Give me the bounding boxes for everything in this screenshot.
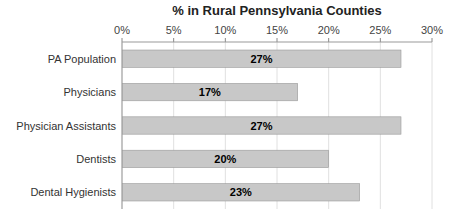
category-label: Physician Assistants <box>16 120 116 132</box>
data-label: 17% <box>199 86 221 98</box>
chart-svg: % in Rural Pennsylvania Counties 0% 5% 10% 1… <box>0 0 450 217</box>
category-label: Dentists <box>76 153 116 165</box>
tick-label: 5% <box>166 24 182 36</box>
x-grid <box>122 42 432 209</box>
chart-container: % in Rural Pennsylvania Counties 0% 5% 10% 1… <box>0 0 450 217</box>
tick-label: 25% <box>369 24 391 36</box>
category-label: Dental Hygienists <box>30 186 116 198</box>
chart-title: % in Rural Pennsylvania Counties <box>172 3 382 18</box>
bars <box>122 50 401 201</box>
bar <box>122 50 401 67</box>
grid-line <box>122 42 123 209</box>
y-axis: PA Population Physicians Physician Assista… <box>16 53 116 199</box>
tick-mark <box>277 38 278 42</box>
data-label: 27% <box>250 53 272 65</box>
data-labels: 27% 17% 27% 20% 23% <box>199 53 273 199</box>
x-axis: 0% 5% 10% 15% 20% 25% 30% <box>114 24 443 42</box>
bar <box>122 83 298 100</box>
bar <box>122 184 360 201</box>
tick-label: 0% <box>114 24 130 36</box>
tick-label: 20% <box>318 24 340 36</box>
x-axis-line <box>122 42 432 43</box>
y-axis-line <box>122 42 123 209</box>
tick-mark <box>432 38 433 42</box>
tick-mark <box>122 38 123 42</box>
tick-mark <box>173 38 174 42</box>
tick-label: 10% <box>214 24 236 36</box>
data-label: 23% <box>230 186 252 198</box>
tick-label: 15% <box>266 24 288 36</box>
bar <box>122 117 401 134</box>
data-label: 27% <box>250 120 272 132</box>
grid-line <box>432 42 433 209</box>
category-label: PA Population <box>48 53 116 65</box>
category-label: Physicians <box>63 86 116 98</box>
tick-label: 30% <box>421 24 443 36</box>
tick-mark <box>225 38 226 42</box>
tick-mark <box>328 38 329 42</box>
bar <box>122 150 329 167</box>
tick-mark <box>380 38 381 42</box>
data-label: 20% <box>214 153 236 165</box>
